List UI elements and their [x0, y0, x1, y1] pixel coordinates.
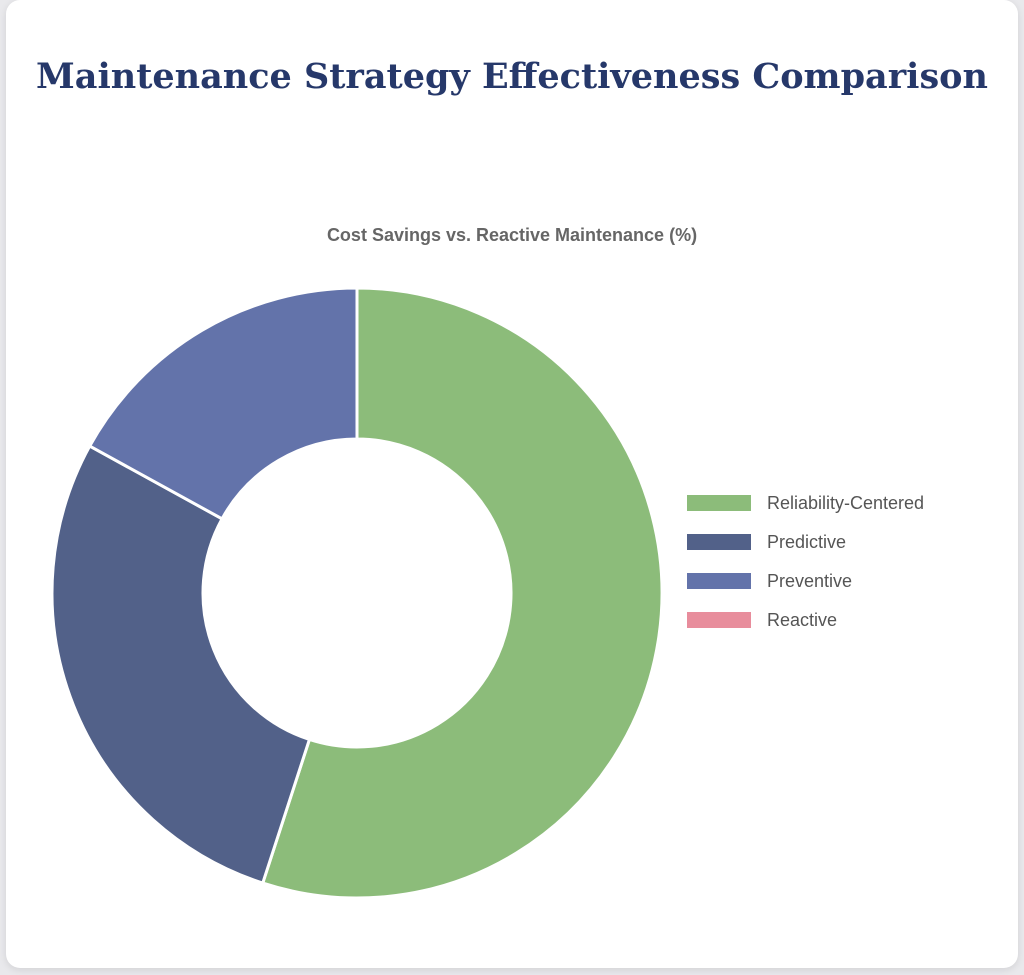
legend-label-preventive: Preventive [767, 570, 853, 591]
slice-reliability-centered[interactable] [260, 286, 664, 900]
legend-swatch-preventive [686, 572, 752, 590]
legend-label-reliability-centered: Reliability-Centered [767, 492, 925, 513]
legend-item-reliability-centered[interactable]: Reliability-Centered [686, 490, 924, 516]
slice-predictive[interactable] [50, 444, 312, 885]
legend-swatch-reactive [686, 611, 752, 629]
legend-label-reactive: Reactive [767, 609, 838, 630]
slice-preventive[interactable] [87, 286, 359, 521]
legend-item-predictive[interactable]: Predictive [686, 529, 924, 555]
chart-subtitle: Cost Savings vs. Reactive Maintenance (%… [326, 225, 698, 245]
legend-swatch-reliability-centered [686, 494, 752, 512]
chart-title: Maintenance Strategy Effectiveness Compa… [36, 56, 988, 97]
legend-label-predictive: Predictive [767, 531, 847, 552]
legend-item-reactive[interactable]: Reactive [686, 607, 924, 633]
legend-item-preventive[interactable]: Preventive [686, 568, 924, 594]
chart-legend: Reliability-Centered Predictive Preventive… [686, 490, 924, 646]
legend-swatch-predictive [686, 533, 752, 551]
